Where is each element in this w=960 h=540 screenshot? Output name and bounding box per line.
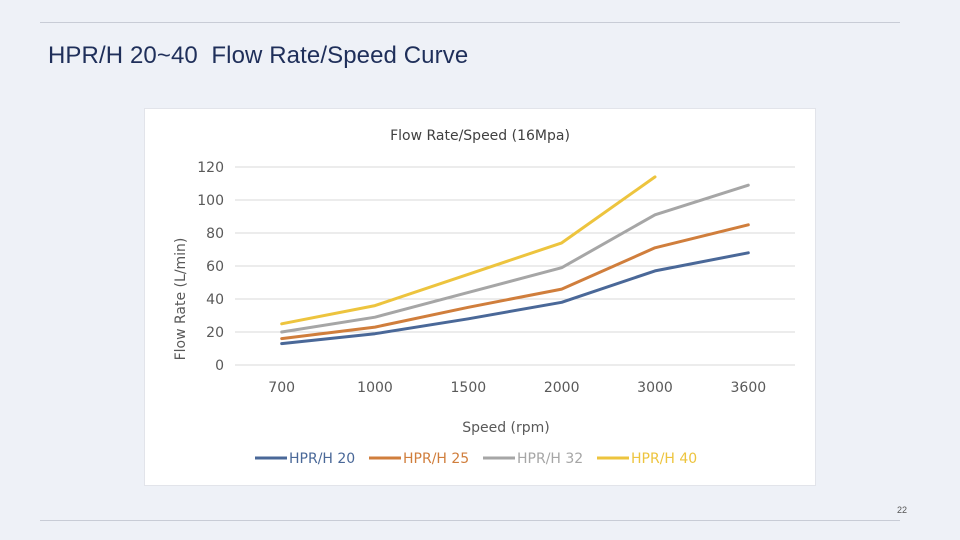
chart-panel: Flow Rate/Speed (16Mpa) 0 20 40 60 80 100 120 …: [144, 108, 816, 486]
x-tick-label: 3600: [731, 380, 767, 396]
series-line-hpr-h-40: [280, 175, 657, 326]
top-rule: [40, 22, 900, 23]
legend-label: HPR/H 40: [631, 451, 697, 467]
x-tick-label: 700: [268, 380, 295, 396]
x-axis-ticks: 700 1000 1500 2000 3000 3600: [268, 380, 766, 396]
y-axis-ticks: 0 20 40 60 80 100 120: [197, 160, 224, 374]
series-line-hpr-h-20: [280, 251, 750, 346]
y-axis-label: Flow Rate (L/min): [173, 238, 189, 361]
flow-rate-chart: Flow Rate/Speed (16Mpa) 020406080100120 …: [173, 128, 795, 467]
chart-title: Flow Rate/Speed (16Mpa): [390, 128, 570, 144]
legend-label: HPR/H 25: [403, 451, 469, 467]
series-line-hpr-h-32: [280, 183, 750, 334]
y-tick-label: 120: [197, 160, 224, 176]
page-number: 22: [897, 505, 908, 515]
bottom-rule: [40, 520, 900, 521]
y-tick-label: 20: [206, 325, 224, 341]
x-tick-label: 3000: [637, 380, 673, 396]
x-tick-label: 2000: [544, 380, 580, 396]
y-tick-label: 60: [206, 259, 224, 275]
legend-label: HPR/H 32: [517, 451, 583, 467]
y-tick-label: 0: [215, 358, 224, 374]
series-line-hpr-h-25: [280, 223, 750, 341]
x-tick-label: 1500: [451, 380, 487, 396]
x-axis-label: Speed (rpm): [462, 420, 550, 436]
legend-label: HPR/H 20: [289, 451, 355, 467]
series-lines: [280, 175, 750, 346]
y-tick-label: 40: [206, 292, 224, 308]
slide-title: HPR/H 20~40 Flow Rate/Speed Curve: [48, 42, 469, 69]
y-tick-label: 100: [197, 193, 224, 209]
y-tick-label: 80: [206, 226, 224, 242]
x-tick-label: 1000: [357, 380, 393, 396]
legend: HPR/H 20 HPR/H 25 HPR/H 32 HPR/H 40: [255, 451, 697, 467]
